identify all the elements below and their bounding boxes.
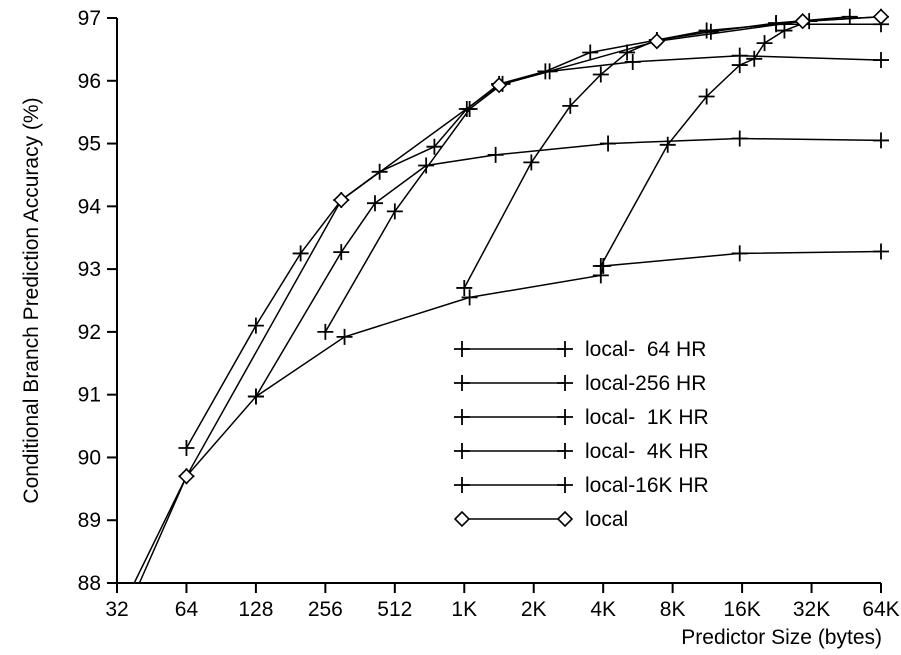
y-tick-label-93: 93 [78,258,101,281]
series-1-point-6 [731,130,748,147]
series-4-point-3 [336,328,353,345]
series-0-point-5 [426,138,443,155]
y-tick-label-90: 90 [78,446,101,469]
series-6-point-4 [648,33,666,50]
series-line-0 [185,23,881,449]
series-3-point-2 [562,97,579,114]
series-6-point-1 [178,468,195,485]
x-tick-label-8K: 8K [660,598,686,621]
y-tick-label-89: 89 [78,509,101,532]
legend-marker-start-3 [454,443,470,459]
series-line-6 [133,15,882,584]
x-tick-label-128: 128 [238,598,273,621]
y-axis-title: Conditional Branch Prediction Accuracy (… [20,97,43,503]
legend-marker-end-0 [557,341,573,357]
series-0-point-2 [292,245,309,262]
legend-label-3: local- 4K HR [585,440,709,463]
legend-marker-end-4 [557,477,573,493]
legend-marker-end-5 [556,510,574,528]
series-1-point-1 [333,244,350,261]
legend-label-0: local- 64 HR [585,338,706,361]
legend-marker-start-2 [454,409,470,425]
x-tick-label-2K: 2K [521,598,547,621]
x-tick-label-4K: 4K [590,598,616,621]
legend-label-2: local- 1K HR [585,406,709,429]
series-3-point-7 [768,15,785,32]
series-5-point-6 [776,22,793,39]
series-3-point-1 [523,154,540,171]
y-tick-label-97: 97 [78,7,101,30]
series-6-point-2 [333,191,350,209]
y-tick-label-91: 91 [78,384,101,407]
series-2-point-1 [386,203,403,220]
x-axis-title: Predictor Size (bytes) [681,626,882,649]
legend-label-5: local [585,508,628,531]
x-tick-label-64K: 64K [862,598,899,621]
x-tick-label-16K: 16K [723,598,760,621]
legend-marker-end-3 [557,443,573,459]
legend-marker-end-1 [557,375,573,391]
x-tick-label-1K: 1K [451,598,477,621]
series-6-point-5 [794,13,811,30]
series-4-point-4 [461,289,478,306]
series-line-2 [324,54,882,333]
series-line-5 [600,15,882,267]
x-tick-label-512: 512 [377,598,412,621]
series-0-point-0 [178,440,195,457]
series-6-point-6 [872,8,890,25]
series-4-point-2 [247,388,264,405]
series-1-point-7 [873,132,889,149]
series-2-point-0 [317,323,334,340]
legend-marker-end-2 [557,409,573,425]
series-5-point-2 [698,88,715,105]
legend-marker-start-1 [454,375,470,391]
legend-marker-start-4 [454,477,470,493]
series-2-point-5 [624,53,641,70]
series-3-point-4 [619,44,636,61]
y-tick-label-96: 96 [78,70,101,93]
series-2-point-2 [461,101,478,118]
series-5-point-1 [659,136,676,153]
series-1-point-3 [418,157,435,174]
series-6-point-3 [490,77,508,94]
series-3-point-0 [456,279,473,296]
y-tick-label-95: 95 [78,133,101,156]
x-tick-label-32: 32 [105,598,128,621]
series-5-point-0 [592,257,609,274]
series-4-point-7 [731,245,748,262]
x-tick-label-64: 64 [175,598,199,621]
series-0-point-1 [247,317,264,334]
series-0-point-9 [582,44,599,61]
series-2-point-7 [873,52,889,69]
series-1-point-5 [600,135,617,152]
legend-marker-start-5 [453,510,471,528]
series-5-point-4 [746,50,763,67]
series-3-point-8 [841,8,858,25]
series-5-point-5 [756,35,773,52]
series-3-point-3 [592,66,609,83]
series-line-1 [255,137,882,397]
series-0-point-11 [698,22,715,39]
legend-label-4: local-16K HR [585,474,709,497]
series-5-point-3 [731,57,748,74]
series-3-point-6 [702,23,719,40]
y-tick-label-94: 94 [78,195,102,218]
series-4-point-8 [873,243,889,260]
y-tick-label-88: 88 [78,572,101,595]
y-tick-label-92: 92 [78,321,101,344]
legend-label-1: local-256 HR [585,372,706,395]
x-tick-label-256: 256 [308,598,343,621]
x-tick-label-32K: 32K [793,598,830,621]
series-1-point-4 [487,146,504,163]
legend-marker-start-0 [454,341,470,357]
series-1-point-2 [366,195,383,212]
